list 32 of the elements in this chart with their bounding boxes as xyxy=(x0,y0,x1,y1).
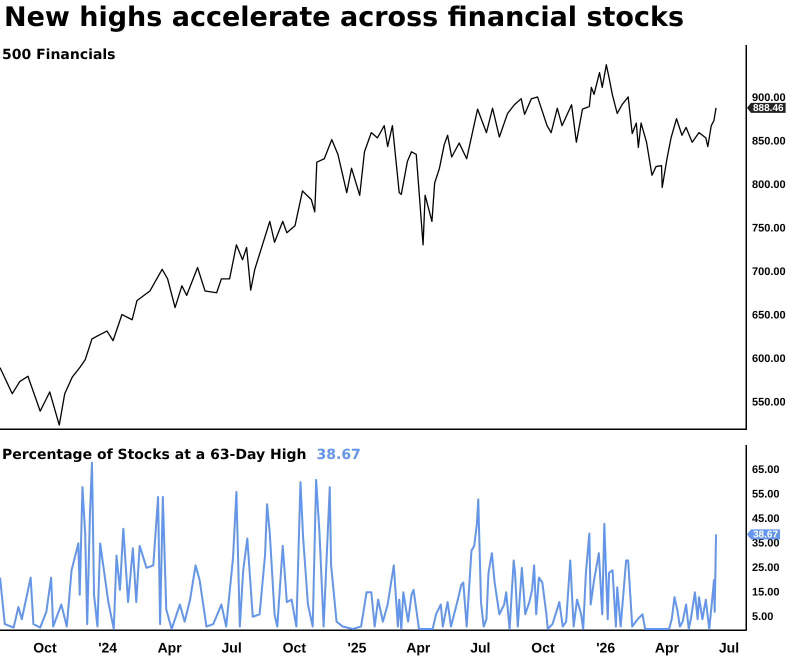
x-tick-label: Oct xyxy=(33,639,57,656)
y-tick-label: 750.00 xyxy=(752,222,786,234)
text: 888.46 xyxy=(753,103,784,114)
chart-title: New highs accelerate across financial stocks xyxy=(4,2,684,33)
x-tick-label: '25 xyxy=(348,639,367,656)
y-tick-label: 45.00 xyxy=(752,512,780,525)
y-tick-label: 35.00 xyxy=(752,537,780,550)
x-tick-label: '26 xyxy=(596,639,616,656)
x-tick-label: Oct xyxy=(282,639,306,656)
x-tick-label: Apr xyxy=(654,639,680,656)
x-tick-label: Jul xyxy=(470,639,490,656)
y-tick-label: 800.00 xyxy=(752,178,786,191)
annotation: 38.67 xyxy=(316,447,361,464)
x-tick-label: Jul xyxy=(718,639,740,656)
series-label: Percentage of Stocks at a 63-Day High xyxy=(2,447,307,464)
y-tick-label: 65.00 xyxy=(752,464,780,476)
y-tick-label: 900.00 xyxy=(752,92,786,104)
y-tick-label: 5.00 xyxy=(752,610,774,623)
y-tick-label: 25.00 xyxy=(752,562,780,574)
x-tick-label: Apr xyxy=(406,639,431,656)
y-tick-label: 15.00 xyxy=(752,586,780,598)
y-tick-label: 550.00 xyxy=(752,396,786,408)
y-tick-label: 850.00 xyxy=(752,135,786,148)
y-tick-label: 55.00 xyxy=(752,488,780,501)
x-tick-label: Jul xyxy=(222,639,242,656)
y-tick-label: 700.00 xyxy=(752,266,786,278)
y-tick-label: 650.00 xyxy=(752,309,786,322)
x-tick-label: Oct xyxy=(531,639,555,656)
x-tick-label: Apr xyxy=(158,639,182,656)
text: 500 Financials xyxy=(2,47,116,64)
y-tick-label: 600.00 xyxy=(752,352,786,365)
x-tick-label: '24 xyxy=(98,639,118,656)
